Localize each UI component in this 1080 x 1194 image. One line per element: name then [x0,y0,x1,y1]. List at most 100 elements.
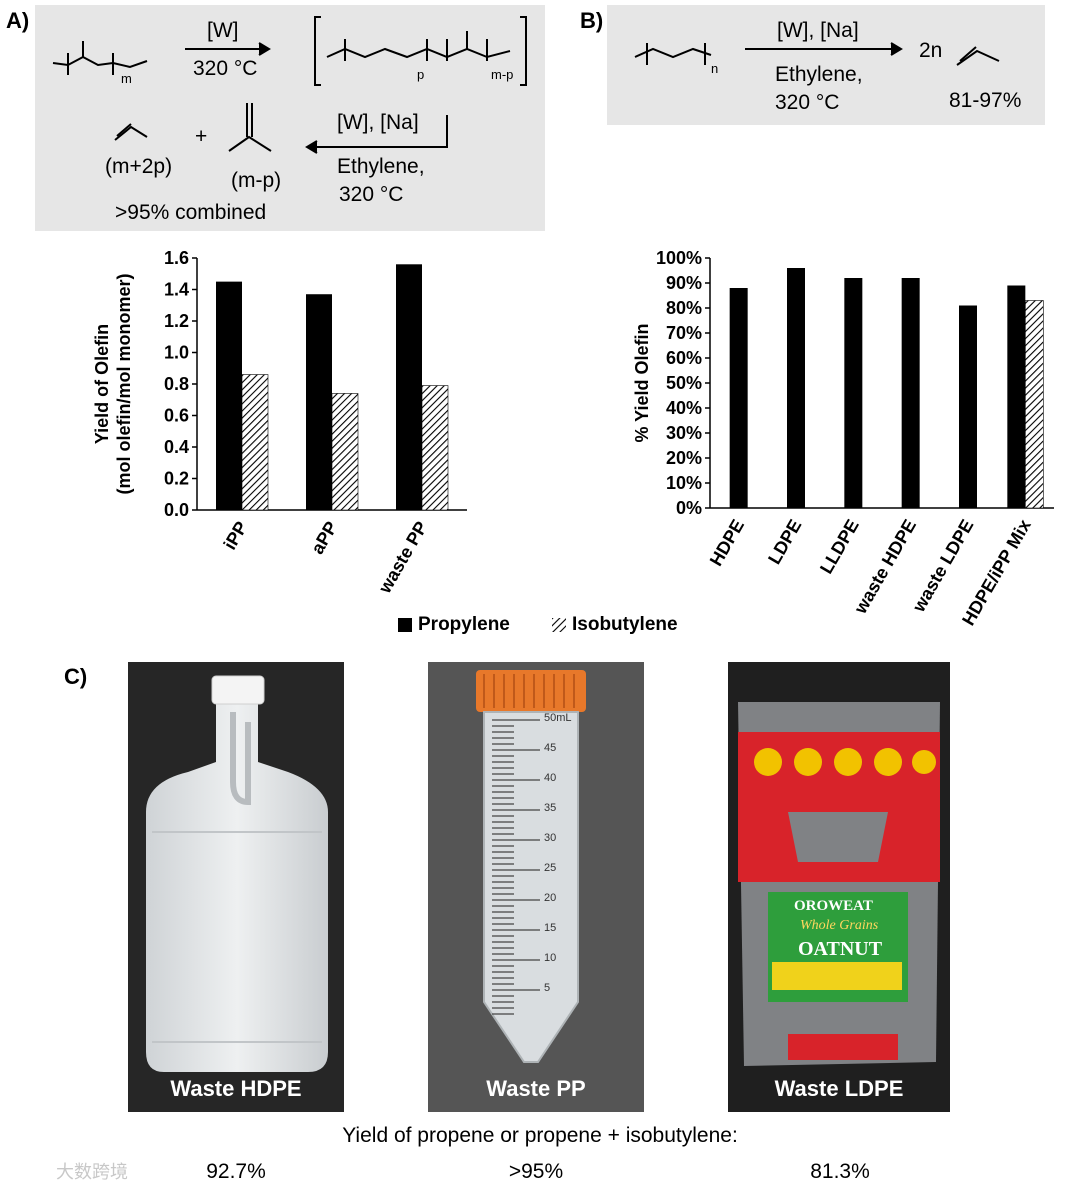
plus-sign: + [195,125,208,148]
tube-mark: 45 [544,742,557,754]
legend-label-propylene: Propylene [418,614,510,635]
y-axis-label: Yield of Olefin [92,324,112,444]
y-tick-label: 90% [666,273,702,293]
y-tick-label: 40% [666,398,702,418]
caption-waste-hdpe: Waste HDPE [170,1076,302,1101]
legend-swatch-propylene [398,618,412,632]
bar-isobutylene [421,385,449,511]
hdpe-jug-image [146,675,328,1072]
y-tick-label: 20% [666,448,702,468]
caption-waste-ldpe: Waste LDPE [774,1076,904,1101]
scheme-b-coef: 2n [919,39,943,62]
tube-mark: 40 [544,772,557,784]
scheme-b-structures [634,42,1000,66]
bar-isobutylene [241,374,269,511]
combined-yield: >95% combined [115,201,267,224]
scheme-a-temp-bottom: 320 °C [339,183,404,206]
coef-isobutylene: (m-p) [231,169,282,192]
legend-label-isobutylene: Isobutylene [572,614,678,635]
sub-mp: m-p [491,67,514,82]
sub-n: n [711,61,719,76]
watermark-logo: 大数跨境 [56,1162,128,1182]
tube-mark: 15 [544,922,557,934]
scheme-a-box: m [W] 320 °C p m-p [W], [Na] Ethylene, 3… [35,5,545,231]
tube-mark: 20 [544,892,557,904]
panel-c-label: C) [64,664,88,689]
photo-waste-ldpe: OROWEAT Whole Grains OATNUT Waste LDPE [728,662,950,1112]
bag-tagline: Whole Grains [800,918,879,933]
bag-product: OATNUT [798,938,883,960]
y-tick-label: 0.2 [164,469,189,489]
scheme-b-temp: 320 °C [775,91,840,114]
x-tick-label: LDPE [764,516,805,568]
scheme-a-reagent-top: [W] [207,19,239,42]
bar-propylene [787,268,805,508]
scheme-b-reagent: [W], [Na] [777,19,859,42]
bar-isobutylene [1025,300,1044,509]
x-tick-label: waste LDPE [908,516,977,616]
yield-waste-pp: >95% [508,1160,564,1183]
bar-propylene [396,264,422,510]
chart-b: 0% 10% 20% 30% 40% 50% 60% 70% 80% 90% 100% HDPE LDP… [632,248,1054,629]
tube-mark: 30 [544,832,557,844]
yield-waste-ldpe: 81.3% [810,1160,870,1183]
y-tick-label: 1.0 [164,343,189,363]
x-tick-label: waste PP [374,518,431,597]
scheme-b-box: n [W], [Na] Ethylene, 320 °C 2n 81-97% [607,5,1045,125]
y-axis-label: (mol olefin/mol monomer) [114,273,134,494]
scheme-a-reagent-bottom: [W], [Na] [337,111,419,134]
y-tick-label: 1.4 [164,280,189,300]
ldpe-bag-image [738,702,940,1066]
y-tick-label: 30% [666,423,702,443]
scheme-a-ethylene: Ethylene, [337,155,425,178]
pp-tube-image [428,662,644,1112]
y-tick-label: 1.6 [164,248,189,268]
y-axis-label: % Yield Olefin [632,323,652,442]
photo-waste-pp: 50mL 45 40 35 30 25 20 15 10 5 Waste PP [428,662,644,1112]
tube-mark: 5 [544,982,551,994]
caption-waste-pp: Waste PP [486,1076,586,1101]
y-tick-label: 50% [666,373,702,393]
legend-propylene: Propylene [398,614,510,636]
x-tick-label: iPP [220,518,252,553]
y-tick-label: 80% [666,298,702,318]
bar-propylene [729,288,748,508]
y-tick-label: 70% [666,323,702,343]
coef-propylene: (m+2p) [105,155,173,178]
y-tick-label: 0.6 [164,406,189,426]
bar-propylene [216,281,242,510]
bar-propylene [901,278,920,508]
bag-brand: OROWEAT [794,898,873,914]
x-tick-label: aPP [307,518,341,557]
bar-propylene [1007,285,1026,508]
y-tick-label: 0% [676,498,702,518]
yield-waste-hdpe: 92.7% [206,1160,266,1183]
y-tick-label: 1.2 [164,311,189,331]
legend-swatch-isobutylene [552,618,566,632]
y-tick-label: 0.8 [164,374,189,394]
bar-propylene [959,305,977,508]
scheme-b-yield: 81-97% [949,89,1022,112]
panel-b-label: B) [580,8,604,33]
scheme-b-ethylene: Ethylene, [775,63,863,86]
sub-m: m [121,71,132,86]
y-tick-label: 0.4 [164,437,189,457]
yield-title: Yield of propene or propene + isobutylen… [342,1124,738,1147]
bar-propylene [306,294,332,510]
tube-mark: 50mL [544,712,572,724]
scheme-a-temp-top: 320 °C [193,57,258,80]
y-tick-label: 10% [666,473,702,493]
panel-a-label: A) [6,8,30,33]
bar-isobutylene [331,393,359,511]
tube-mark: 10 [544,952,557,964]
scheme-a-structures [52,16,527,154]
bar-propylene [844,278,863,508]
x-tick-label: LLDPE [816,516,863,577]
tube-mark: 25 [544,862,557,874]
y-tick-label: 0.0 [164,500,189,520]
chart-a: 0.0 0.2 0.4 0.6 0.8 1.0 1.2 1.4 1.6 iPP aPP waste P… [92,248,467,597]
legend-isobutylene: Isobutylene [552,614,678,636]
tube-mark: 35 [544,802,557,814]
sub-p: p [417,67,425,82]
x-tick-label: HDPE [706,516,748,569]
